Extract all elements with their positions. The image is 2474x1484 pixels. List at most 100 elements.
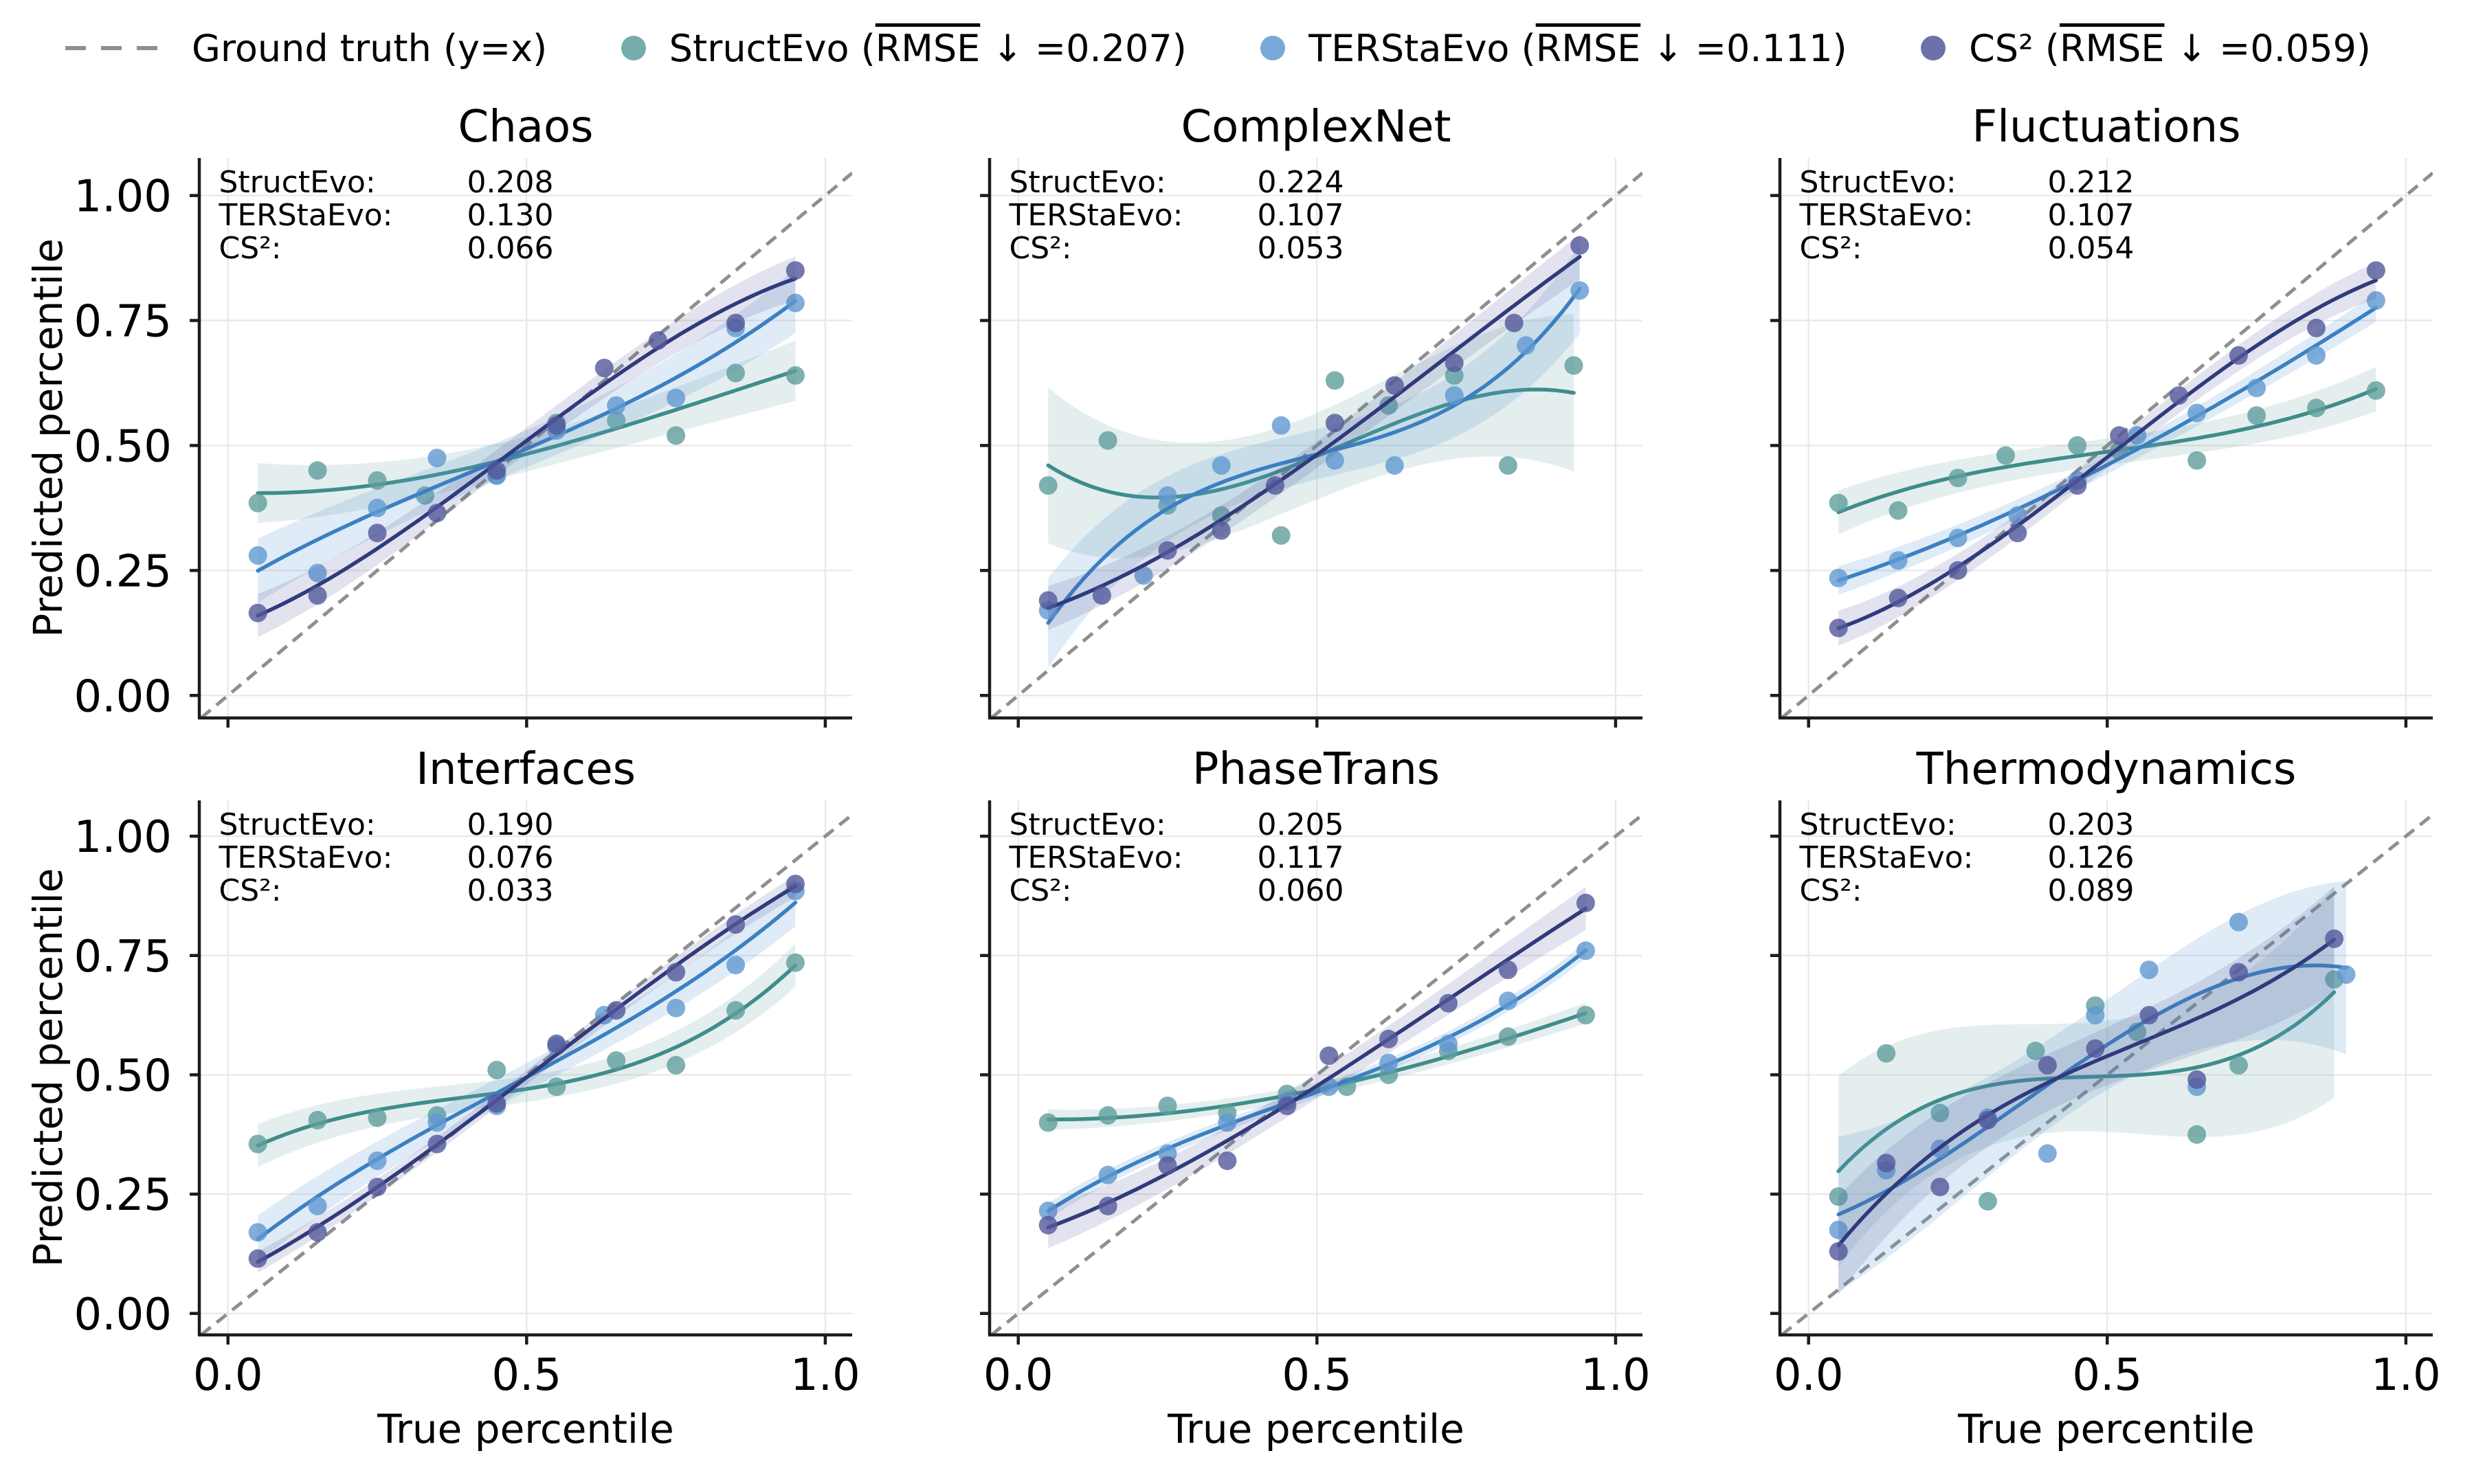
legend-item-ground-truth: Ground truth (y=x) <box>65 27 547 70</box>
rmse-annotation-value: 0.066 <box>467 231 554 266</box>
x-tick-label: 1.0 <box>1581 1350 1651 1401</box>
ground-truth-line <box>1781 171 2433 718</box>
panel-title: Interfaces <box>416 744 636 795</box>
axes-spines <box>1778 158 2433 720</box>
rmse-annotation-value: 0.203 <box>2048 807 2135 842</box>
rmse-annotation-value: 0.126 <box>2048 840 2135 875</box>
rmse-annotation-label: TERStaEvo: <box>219 840 393 875</box>
rmse-annotation-value: 0.208 <box>467 165 554 200</box>
y-tick-label: 0.00 <box>74 1290 172 1340</box>
y-tick-label: 0.75 <box>74 297 172 348</box>
rmse-annotation-label: StructEvo: <box>219 165 376 200</box>
panel-fluctuations: StructEvo: 0.212 TERStaEvo: 0.107 CS²: 0.054 F… <box>1770 102 2433 728</box>
series-cs2-band <box>1048 887 1586 1248</box>
ground-truth-line <box>990 171 1642 718</box>
structevo-dot-swatch <box>621 36 646 60</box>
legend-label-cs2: CS² (RMSE ↓ =0.059) <box>1969 27 2371 70</box>
legend-label-part: ↓ =0.111) <box>1640 26 1847 70</box>
terstaevo-dot-swatch <box>1260 36 1286 60</box>
rmse-annotation-value: 0.076 <box>467 840 554 875</box>
series-terstaevo-points <box>1038 941 1595 1220</box>
axes-ticks <box>1770 834 2408 1345</box>
rmse-annotation-value: 0.212 <box>2048 165 2135 200</box>
rmse-annotation-label: CS²: <box>1010 231 1072 266</box>
series-terstaevo-band <box>258 879 796 1263</box>
y-tick-label: 1.00 <box>74 812 172 863</box>
rmse-annotation-label: CS²: <box>219 873 282 908</box>
series-cs2-fit-line <box>1836 278 2378 631</box>
series-structevo-points <box>1038 356 1583 545</box>
grid <box>990 158 1642 718</box>
x-axis-label: True percentile <box>1167 1406 1464 1452</box>
series-terstaevo-band <box>258 269 796 603</box>
axes-ticks <box>980 834 1618 1345</box>
x-tick-label: 0.5 <box>1282 1350 1352 1401</box>
rmse-annotation-label: TERStaEvo: <box>1009 840 1183 875</box>
rmse-annotation-value: 0.053 <box>1258 231 1344 266</box>
series-structevo-fit-line <box>1046 1011 1588 1122</box>
axes-spines <box>988 800 1642 1337</box>
rmse-annotation-value: 0.033 <box>467 873 554 908</box>
x-tick-label: 1.0 <box>2371 1350 2441 1401</box>
grid <box>199 800 852 1335</box>
axes-ticks <box>1770 194 2408 728</box>
rmse-annotation-value: 0.224 <box>1258 165 1344 200</box>
series-structevo-fit-line <box>1836 990 2337 1173</box>
series-structevo-band <box>258 340 796 524</box>
rmse-annotation-value: 0.107 <box>2048 198 2135 233</box>
rmse-annotation-value: 0.054 <box>2048 231 2135 266</box>
panel-title: Chaos <box>458 102 594 153</box>
rmse-annotation-value: 0.107 <box>1258 198 1344 233</box>
rmse-annotations: StructEvo: 0.190 TERStaEvo: 0.076 CS²: 0.033 <box>219 807 554 908</box>
series-terstaevo-fit-line <box>1836 306 2378 583</box>
legend-label-terstaevo: TERStaEvo (RMSE ↓ =0.111) <box>1308 27 1847 70</box>
series-structevo-fit-line <box>256 369 798 495</box>
y-tick-label: 0.25 <box>74 546 172 597</box>
rmse-annotation-label: StructEvo: <box>219 807 376 842</box>
axes-ticks <box>980 194 1618 728</box>
rmse-annotation-value: 0.190 <box>467 807 554 842</box>
rmse-annotation-value: 0.060 <box>1258 873 1344 908</box>
series-terstaevo-fit-line <box>256 299 798 573</box>
legend-label-part: ↓ =0.059) <box>2164 26 2371 70</box>
rmse-annotation-label: TERStaEvo: <box>219 198 393 233</box>
rmse-annotation-value: 0.117 <box>1258 840 1344 875</box>
legend-label-structevo: StructEvo (RMSE ↓ =0.207) <box>669 27 1187 70</box>
series-cs2-fit-line <box>256 276 798 618</box>
grid <box>1780 158 2433 718</box>
axes-spines <box>197 800 852 1337</box>
axes-spines <box>1778 800 2433 1337</box>
series-cs2-band <box>1838 886 2334 1295</box>
rmse-annotation-label: CS²: <box>1800 231 1862 266</box>
legend-label-part: CS² ( <box>1969 26 2060 70</box>
rmse-annotation-label: CS²: <box>1800 873 1862 908</box>
x-tick-label: 1.0 <box>790 1350 860 1401</box>
rmse-annotation-label: StructEvo: <box>1010 165 1166 200</box>
rmse-annotation-label: CS²: <box>1010 873 1072 908</box>
axes-ticks <box>190 194 827 728</box>
legend-label-rmse: RMSE <box>1535 26 1641 70</box>
rmse-annotations: StructEvo: 0.208 TERStaEvo: 0.130 CS²: 0.066 <box>219 165 554 266</box>
legend-item-terstaevo: TERStaEvo (RMSE ↓ =0.111) <box>1260 27 1847 70</box>
series-structevo-points <box>1829 970 2344 1211</box>
y-tick-label: 0.50 <box>74 1050 172 1101</box>
rmse-annotation-label: TERStaEvo: <box>1009 198 1183 233</box>
rmse-annotations: StructEvo: 0.205 TERStaEvo: 0.117 CS²: 0.060 <box>1009 807 1344 908</box>
cs2-dot-swatch <box>1921 36 1946 60</box>
legend-label-rmse: RMSE <box>875 26 981 70</box>
series-terstaevo-fit-line <box>1046 948 1588 1213</box>
legend-label-ground-truth: Ground truth (y=x) <box>192 27 547 70</box>
rmse-annotation-label: TERStaEvo: <box>1799 198 1974 233</box>
legend-label-part: ↓ =0.207) <box>980 26 1187 70</box>
rmse-annotation-value: 0.130 <box>467 198 554 233</box>
y-tick-label: 1.00 <box>74 172 172 223</box>
rmse-annotation-label: StructEvo: <box>1010 807 1166 842</box>
rmse-annotation-label: StructEvo: <box>1800 165 1957 200</box>
legend-label-part: Ground truth (y=x) <box>192 26 548 70</box>
legend-label-part: StructEvo ( <box>669 26 876 70</box>
series-cs2-points <box>1829 261 2385 638</box>
axes-spines <box>197 158 852 720</box>
